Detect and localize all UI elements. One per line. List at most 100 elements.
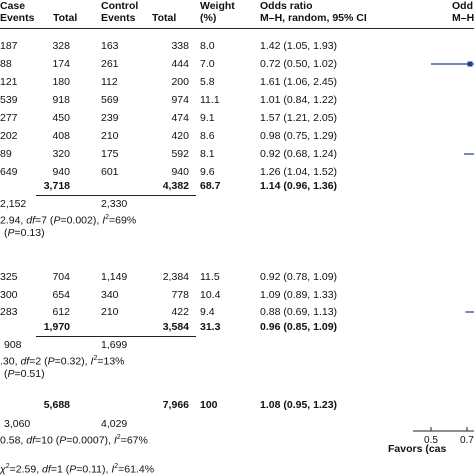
case-events-cell: 277: [0, 112, 18, 124]
odds-ratio-cell: 0.98 (0.75, 1.29): [260, 130, 338, 142]
weight-cell: 10.4: [200, 288, 221, 301]
group2-total-events-case: 908: [4, 339, 22, 351]
case-events-cell: 649: [0, 166, 18, 178]
weight-cell: 5.8: [200, 76, 215, 88]
control-total-cell: 200: [171, 76, 189, 88]
control-events-cell: 1,149: [101, 271, 128, 283]
x-tick-label: 0.7: [460, 435, 474, 446]
odds-ratio-cell: 1.57 (1.21, 2.05): [260, 112, 338, 124]
odds-ratio-cell: 1.26 (1.04, 1.52): [260, 166, 338, 178]
control-total-cell: 338: [171, 40, 189, 52]
group1-subtotal-control-total: 4,382: [162, 180, 189, 192]
weight-cell: 8.6: [200, 130, 215, 142]
group2-subtotal-case-total: 1,970: [43, 321, 70, 333]
control-total-cell: 444: [171, 58, 189, 70]
weight-cell: 9.1: [200, 112, 215, 124]
control-events-cell: 261: [101, 58, 119, 70]
group1-subtotal-case-total: 3,718: [43, 180, 70, 192]
control-total-cell: 420: [171, 130, 189, 142]
control-total-cell: 778: [171, 288, 189, 301]
control-events-cell: 210: [101, 130, 119, 142]
weight-cell: 11.5: [200, 271, 220, 283]
odds-ratio-cell: 1.42 (1.05, 1.93): [260, 40, 338, 52]
favors-label: Favors (cas: [388, 443, 447, 455]
weight-cell: 11.1: [200, 94, 220, 106]
case-events-cell: 283: [0, 306, 18, 318]
group1-overall-effect: (P=0.13): [4, 227, 45, 239]
plot-title: Odd: [452, 0, 473, 12]
subgroup-difference: χ2=2.59, df=1 (P=0.11), I2=61.4%: [0, 463, 155, 476]
case-total-cell: 408: [52, 130, 70, 142]
control-total-cell: 974: [171, 94, 189, 106]
x-tick-label: 0.5: [424, 435, 438, 446]
case-total-cell: 704: [52, 271, 70, 283]
control-total-cell: 474: [171, 112, 189, 124]
group2-subtotal-weight: 31.3: [200, 321, 221, 333]
case-total-cell: 612: [52, 306, 70, 318]
case-total-cell: 174: [52, 58, 70, 70]
total-weight: 100: [200, 399, 218, 411]
control-events-cell: 112: [101, 76, 118, 88]
group1-study-point: [467, 61, 473, 67]
case-events-cell: 300: [0, 288, 18, 301]
odds-ratio-cell: 0.92 (0.78, 1.09): [260, 271, 338, 283]
odds-ratio-header: Odds ratio: [260, 0, 313, 12]
case-total-cell: 180: [52, 76, 70, 88]
weight-cell: 7.0: [200, 58, 215, 70]
case-total-cell: 320: [52, 148, 70, 160]
total-case-total: 5,688: [43, 399, 70, 411]
odds-ratio-method-header: M–H, random, 95% CI: [260, 12, 367, 24]
weight-unit-header: (%): [200, 12, 217, 24]
total-control-total: 7,966: [162, 399, 189, 411]
total-heterogeneity: 0.58, df=10 (P=0.0007), I2=67%: [0, 434, 148, 447]
odds-ratio-cell: 0.92 (0.68, 1.24): [260, 148, 338, 160]
control-total-cell: 422: [171, 306, 189, 318]
control-total-cell: 592: [171, 148, 189, 160]
case-events-cell: 89: [0, 148, 12, 160]
weight-cell: 9.6: [200, 166, 215, 178]
odds-ratio-cell: 1.01 (0.84, 1.22): [260, 94, 338, 106]
case-total-header: Total: [53, 12, 78, 24]
control-total-cell: 2,384: [162, 271, 189, 283]
plot-subtitle: M–H: [452, 12, 474, 24]
weight-cell: 9.4: [200, 306, 215, 318]
header-divider: [0, 28, 474, 29]
case-events-cell: 202: [0, 130, 18, 142]
control-events-cell: 340: [101, 288, 119, 301]
group1-subtotal-divider: [36, 195, 196, 196]
control-events-cell: 569: [101, 94, 119, 106]
control-events-header: Events: [101, 12, 136, 24]
weight-cell: 8.1: [200, 148, 215, 160]
odds-ratio-cell: 1.61 (1.06, 2.45): [260, 76, 338, 88]
weight-header: Weight: [200, 0, 235, 12]
group1-total-events-case: 2,152: [0, 198, 27, 210]
group2-overall-effect: (P=0.51): [4, 368, 45, 380]
control-total-header: Total: [152, 12, 177, 24]
case-total-cell: 918: [52, 94, 70, 106]
control-header: Control: [101, 0, 139, 12]
total-events-control: 4,029: [101, 418, 128, 430]
case-total-cell: 940: [52, 166, 70, 178]
group1-subtotal-weight: 68.7: [200, 180, 221, 192]
total-events-case: 3,060: [4, 418, 31, 430]
case-events-cell: 539: [0, 94, 18, 106]
odds-ratio-cell: 1.09 (0.89, 1.33): [260, 288, 338, 301]
control-events-cell: 210: [101, 306, 119, 318]
weight-cell: 8.0: [200, 40, 215, 52]
control-events-cell: 239: [101, 112, 119, 124]
case-total-cell: 450: [52, 112, 70, 124]
control-events-cell: 601: [101, 166, 119, 178]
case-events-header: Events: [0, 12, 35, 24]
case-events-cell: 121: [0, 76, 18, 88]
case-events-cell: 187: [0, 40, 18, 52]
control-events-cell: 163: [101, 40, 119, 52]
case-header: Case: [0, 0, 26, 12]
group2-subtotal-or: 0.96 (0.85, 1.09): [260, 321, 338, 333]
case-total-cell: 328: [52, 40, 70, 52]
group1-subtotal-or: 1.14 (0.96, 1.36): [260, 180, 338, 192]
group2-total-events-control: 1,699: [101, 339, 128, 351]
case-total-cell: 654: [52, 288, 70, 301]
odds-ratio-cell: 0.88 (0.69, 1.13): [260, 306, 338, 318]
group1-total-events-control: 2,330: [101, 198, 128, 210]
